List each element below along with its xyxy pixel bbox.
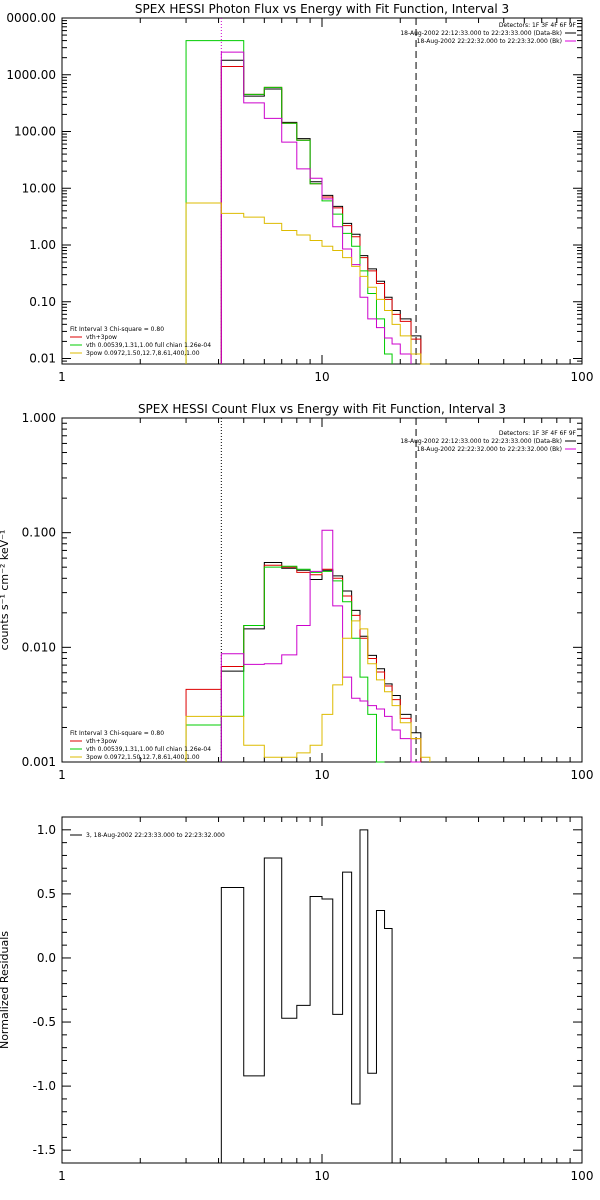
legend-entry: 3, 18-Aug-2002 22:23:33.000 to 22:23:32.… [86, 832, 225, 839]
plot-frame [61, 816, 583, 1164]
y-tick-label: -0.5 [33, 1015, 56, 1029]
x-tick-label: 100 [571, 1169, 594, 1183]
legend-entry: vth+3pow [86, 738, 117, 745]
legend-entry: Fit Interval 3 Chi-square = 0.80 [70, 730, 164, 737]
series-0-histogram [220, 829, 393, 1163]
info-line: 18-Aug-2002 22:12:33.000 to 22:23:33.000… [400, 438, 562, 445]
y-axis-label: counts s⁻¹ cm⁻² keV⁻¹ [0, 530, 11, 651]
info-line: Detectors: 1F 3F 4F 6F 9F [499, 22, 577, 29]
y-tick-label: -1.0 [33, 1079, 56, 1093]
series-4-histogram [185, 620, 431, 762]
x-tick-label: 100 [571, 768, 594, 782]
x-tick-label: 10 [314, 1169, 329, 1183]
series-0-histogram [220, 59, 422, 364]
y-tick-label: 1.0 [37, 823, 56, 837]
chart-panel-2: 1 10 100 -1.5 -1.0 -0.5 0.0 0.5 1.0 Normalized Re… [0, 816, 594, 1183]
y-tick-label: 100.00 [14, 125, 56, 139]
series-1-histogram [220, 65, 422, 364]
legend-entry: Fit Interval 3 Chi-square = 0.80 [70, 326, 164, 333]
y-tick-label: 0000.00 [6, 11, 56, 25]
y-tick-label: 1000.00 [6, 68, 56, 82]
x-tick-label: 10 [314, 370, 329, 384]
x-tick-label: 1 [58, 1169, 66, 1183]
y-tick-label: 1.00 [29, 238, 56, 252]
y-tick-label: 0.0 [37, 951, 56, 965]
series-4-histogram [185, 202, 430, 365]
series-2-histogram [185, 565, 385, 763]
legend-entry: vth 0.00539,1.31,1.00 full chian 1.26e-0… [86, 342, 211, 349]
series-3-histogram [220, 529, 421, 763]
y-tick-label: 10.00 [22, 181, 56, 195]
x-tick-label: 1 [58, 768, 66, 782]
legend-entry: 3pow 0.0972,1.50,12.7,8.61,400,1.00 [86, 754, 200, 761]
y-tick-label: 0.01 [29, 352, 56, 366]
legend-entry: vth+3pow [86, 334, 117, 341]
chart-panel-0: SPEX HESSI Photon Flux vs Energy with Fi… [6, 2, 593, 384]
y-tick-label: 0.5 [37, 887, 56, 901]
y-tick-label: 0.001 [22, 755, 56, 769]
plot-frame [61, 417, 583, 763]
info-line: Detectors: 1F 3F 4F 6F 9F [499, 430, 577, 437]
chart-title: SPEX HESSI Count Flux vs Energy with Fit… [138, 402, 506, 416]
y-tick-label: 0.100 [22, 526, 56, 540]
y-axis-label: Normalized Residuals [0, 931, 11, 1049]
x-tick-label: 10 [314, 768, 329, 782]
x-tick-label: 100 [571, 370, 594, 384]
chart-title: SPEX HESSI Photon Flux vs Energy with Fi… [135, 2, 509, 16]
legend-entry: 3pow 0.0972,1.50,12.7,8.61,400,1.00 [86, 350, 200, 357]
x-tick-label: 1 [58, 370, 66, 384]
chart-panel-1: SPEX HESSI Count Flux vs Energy with Fit… [0, 402, 593, 782]
y-tick-label: 1.000 [22, 411, 56, 425]
y-tick-label: 0.010 [22, 640, 56, 654]
series-2-histogram [185, 40, 393, 364]
y-tick-label: -1.5 [33, 1143, 56, 1157]
series-0-histogram [220, 561, 422, 762]
info-line: 18-Aug-2002 22:12:33.000 to 22:23:33.000… [400, 30, 562, 37]
y-tick-label: 0.10 [29, 295, 56, 309]
legend-entry: vth 0.00539,1.31,1.00 full chian 1.26e-0… [86, 746, 211, 753]
info-line: 18-Aug-2002 22:22:32.000 to 22:23:32.000… [417, 446, 562, 453]
info-line: 18-Aug-2002 22:22:32.000 to 22:23:32.000… [417, 38, 562, 45]
series-3-histogram [220, 51, 412, 364]
